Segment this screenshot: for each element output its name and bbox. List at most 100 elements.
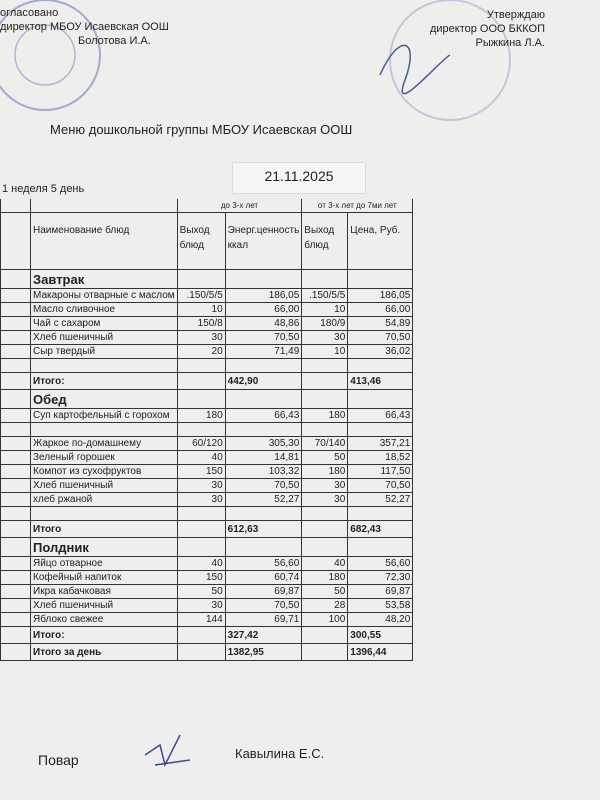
cell [30,506,178,521]
number-cell: 60/120 [176,436,226,451]
dish-name: Зеленый горошек [30,450,178,465]
cell [0,358,31,373]
number-cell: 28 [301,598,349,613]
total-label: Итого: [30,372,178,390]
cell [0,330,31,345]
number-cell: 150/8 [176,316,226,331]
number-cell: 66,00 [224,302,303,317]
approval-text: директор МБОУ Исаевская ООШ [0,21,169,33]
dish-name: Хлеб пшеничный [30,598,178,613]
number-cell: 180 [301,570,349,585]
number-cell: 69,87 [224,584,303,599]
cell [0,506,31,521]
cell [301,537,349,557]
cell [176,506,226,521]
dish-name: Чай с сахаром [30,316,178,331]
footer-role: Повар [38,752,79,768]
date: 21.11.2025 [232,162,366,194]
table-row: Жаркое по-домашнему 60/120 305,30 70/140 357… [0,436,414,451]
cell [0,269,31,289]
stamps [0,0,511,121]
cell [347,422,414,437]
number-cell: 186,05 [347,288,414,303]
cell [0,212,31,270]
table-row: Хлеб пшеничный 30 70,50 30 70,50 [0,330,414,345]
cell [176,422,226,437]
number-cell: 20 [176,344,226,359]
cell [301,389,349,409]
footer-name: Кавылина Е.С. [235,746,325,761]
number-cell: 10 [301,344,349,359]
number-cell: 10 [301,302,349,317]
cell [30,199,178,213]
number-cell: 30 [176,492,226,507]
table-row: Икра кабачковая 50 69,87 50 69,87 [0,584,414,599]
table-body: до 3-х лет от 3-х лет до 7ми лет Наименова… [0,199,414,661]
cell [176,389,226,409]
number-cell: 357,21 [347,436,414,451]
cell [301,358,349,373]
dish-name: Яйцо отварное [30,556,178,571]
approval-right: Утверждаю директор ООО БККОП Рыжкина Л.А… [430,8,545,50]
number-cell: 56,60 [347,556,414,571]
cell [176,269,226,289]
age-group: от 3-х лет до 7ми лет [301,199,414,213]
cell [0,537,31,557]
cell [301,506,349,521]
cell [176,358,226,373]
section-title: Полдник [30,537,178,557]
total-value: 327,42 [224,626,303,644]
number-cell: 66,43 [347,408,414,423]
total-label: Итого [30,520,178,538]
signature [144,734,191,768]
cell [0,422,31,437]
cell [224,269,303,289]
age-group: до 3-х лет [176,199,303,213]
number-cell: 66,43 [224,408,303,423]
cell [0,643,31,661]
approval-left: огласовано директор МБОУ Исаевская ООШ Б… [0,6,169,48]
table-row: до 3-х лет от 3-х лет до 7ми лет [0,199,414,213]
table-row [0,358,414,373]
table-row [0,506,414,521]
number-cell: 30 [176,598,226,613]
cell [0,389,31,409]
total-label: Итого за день [30,643,178,661]
stamp [0,0,101,111]
signature [379,44,451,95]
total-value: 1382,95 [224,643,303,661]
dish-name: Яблоко свежее [30,612,178,627]
section-title: Завтрак [30,269,178,289]
table-row: Суп картофельный с горохом 180 66,43 180 66,… [0,408,414,423]
dish-name: Суп картофельный с горохом [30,408,178,423]
table-row: Сыр твердый 20 71,49 10 36,02 [0,344,414,359]
stamp [389,0,511,121]
approval-text: директор ООО БККОП [429,23,545,35]
dish-name: Хлеб пшеничный [30,330,178,345]
number-cell: 50 [301,584,349,599]
cell [0,478,31,493]
column-header: Наименование блюд [30,212,178,270]
cell [301,372,349,390]
table-row: Макароны отварные с маслом .150/5/5 186,05… [0,288,414,303]
dish-name: Сыр твердый [30,344,178,359]
total-value: 682,43 [347,520,414,538]
number-cell: 10 [176,302,226,317]
number-cell: 180 [301,464,349,479]
number-cell: 186,05 [224,288,303,303]
table-row: Итого: 442,90 413,46 [0,372,414,390]
table-row: Зеленый горошек 40 14,81 50 18,52 [0,450,414,465]
table-row: Обед [0,389,414,409]
number-cell: 53,58 [347,598,414,613]
number-cell: 52,27 [347,492,414,507]
number-cell: 70/140 [301,436,349,451]
dish-name: Масло сливочное [30,302,178,317]
dish-name: хлеб ржаной [30,492,178,507]
number-cell: 40 [301,556,349,571]
cell [0,464,31,479]
number-cell: 60,74 [224,570,303,585]
table-row: Хлеб пшеничный 30 70,50 28 53,58 [0,598,414,613]
cell [224,389,303,409]
table-row: Яйцо отварное 40 56,60 40 56,60 [0,556,414,571]
table-row: Итого 612,63 682,43 [0,520,414,538]
